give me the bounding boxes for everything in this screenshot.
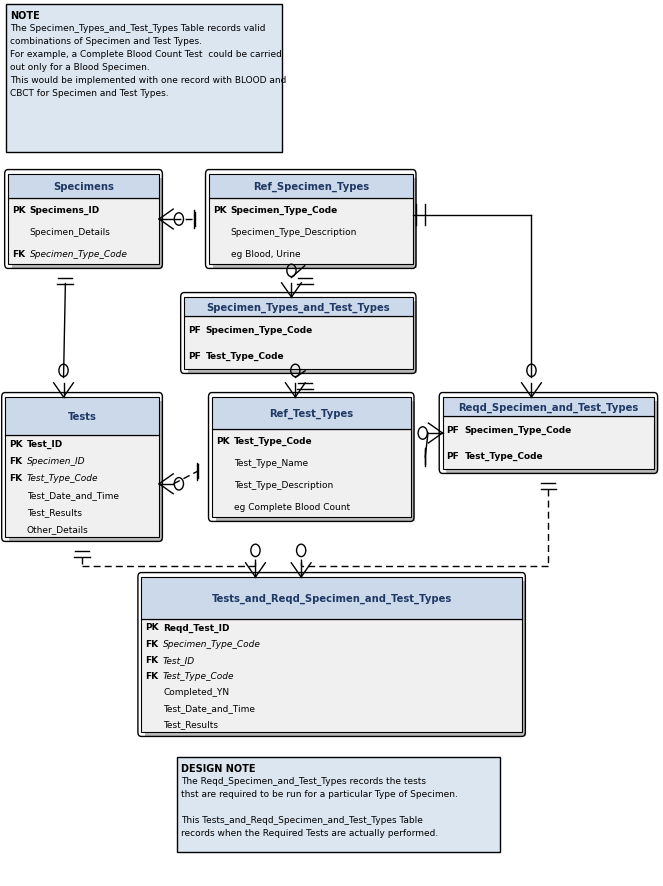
Text: Specimen_Type_Code: Specimen_Type_Code — [163, 639, 261, 648]
Text: records when the Required Tests are actually performed.: records when the Required Tests are actu… — [181, 828, 438, 837]
Text: Specimen_ID: Specimen_ID — [27, 456, 86, 465]
Bar — [5, 435, 159, 538]
Text: eg Blood, Urine: eg Blood, Urine — [231, 249, 300, 258]
Text: Specimen_Type_Code: Specimen_Type_Code — [206, 326, 313, 335]
Text: PK: PK — [12, 206, 26, 214]
Bar — [141, 619, 522, 732]
Bar — [209, 175, 412, 199]
Text: DESIGN NOTE: DESIGN NOTE — [181, 763, 255, 773]
Text: Test_Type_Code: Test_Type_Code — [464, 452, 543, 461]
Text: Test_Date_and_Time: Test_Date_and_Time — [27, 490, 119, 500]
Text: eg Complete Blood Count: eg Complete Blood Count — [233, 502, 350, 511]
Text: Other_Details: Other_Details — [27, 525, 89, 533]
Text: The Specimen_Types_and_Test_Types Table records valid: The Specimen_Types_and_Test_Types Table … — [10, 24, 265, 33]
Text: Test_Type_Name: Test_Type_Name — [233, 458, 308, 467]
FancyBboxPatch shape — [145, 581, 526, 736]
Text: Tests_and_Reqd_Specimen_and_Test_Types: Tests_and_Reqd_Specimen_and_Test_Types — [211, 593, 452, 603]
Text: thst are required to be run for a particular Type of Specimen.: thst are required to be run for a partic… — [181, 789, 458, 798]
Text: PF: PF — [188, 352, 201, 361]
Text: Specimen_Type_Code: Specimen_Type_Code — [30, 249, 128, 258]
Text: Test_ID: Test_ID — [27, 439, 63, 448]
Text: Test_ID: Test_ID — [163, 655, 195, 664]
Text: FK: FK — [12, 249, 25, 258]
Text: Test_Type_Description: Test_Type_Description — [233, 480, 333, 489]
Text: FK: FK — [145, 672, 158, 680]
Text: Test_Date_and_Time: Test_Date_and_Time — [163, 703, 255, 712]
Text: PF: PF — [446, 425, 459, 435]
Bar — [184, 317, 412, 369]
Text: Reqd_Specimen_and_Test_Types: Reqd_Specimen_and_Test_Types — [458, 402, 638, 412]
Text: This would be implemented with one record with BLOOD and: This would be implemented with one recor… — [10, 76, 286, 85]
Bar — [177, 758, 500, 852]
Bar — [209, 199, 412, 265]
FancyBboxPatch shape — [188, 301, 416, 374]
FancyBboxPatch shape — [213, 179, 416, 268]
FancyBboxPatch shape — [9, 401, 163, 541]
Text: Specimen_Details: Specimen_Details — [30, 228, 111, 237]
Text: Specimens_ID: Specimens_ID — [30, 206, 100, 214]
Text: FK: FK — [145, 639, 158, 648]
Text: Tests: Tests — [68, 411, 97, 422]
Text: Test_Type_Code: Test_Type_Code — [27, 473, 98, 482]
Text: PF: PF — [188, 326, 201, 335]
FancyBboxPatch shape — [12, 179, 163, 268]
FancyBboxPatch shape — [215, 401, 414, 522]
Text: Test_Results: Test_Results — [27, 508, 82, 517]
Text: Ref_Specimen_Types: Ref_Specimen_Types — [253, 182, 369, 192]
Text: Specimen_Types_and_Test_Types: Specimen_Types_and_Test_Types — [206, 302, 390, 313]
Text: Specimens: Specimens — [53, 182, 114, 192]
Text: CBCT for Specimen and Test Types.: CBCT for Specimen and Test Types. — [10, 89, 168, 97]
Bar — [8, 199, 159, 265]
Text: combinations of Specimen and Test Types.: combinations of Specimen and Test Types. — [10, 37, 202, 46]
Bar — [5, 398, 159, 435]
Text: PK: PK — [215, 437, 229, 446]
Bar — [211, 430, 410, 517]
Bar — [6, 5, 282, 152]
FancyBboxPatch shape — [446, 401, 658, 473]
Bar — [141, 578, 522, 619]
Text: Completed_YN: Completed_YN — [163, 688, 229, 696]
Text: This Tests_and_Reqd_Specimen_and_Test_Types Table: This Tests_and_Reqd_Specimen_and_Test_Ty… — [181, 815, 423, 824]
Text: NOTE: NOTE — [10, 11, 40, 21]
Text: For example, a Complete Blood Count Test  could be carried: For example, a Complete Blood Count Test… — [10, 50, 282, 59]
Text: PK: PK — [213, 206, 227, 214]
Text: FK: FK — [145, 655, 158, 664]
Bar — [211, 398, 410, 430]
Text: Test_Type_Code: Test_Type_Code — [206, 352, 284, 361]
Bar — [184, 298, 412, 317]
Text: PK: PK — [9, 439, 23, 448]
Text: The Reqd_Specimen_and_Test_Types records the tests: The Reqd_Specimen_and_Test_Types records… — [181, 776, 426, 785]
Bar — [442, 398, 654, 417]
Text: Ref_Test_Types: Ref_Test_Types — [269, 408, 353, 419]
Text: out only for a Blood Specimen.: out only for a Blood Specimen. — [10, 63, 150, 72]
Text: Reqd_Test_ID: Reqd_Test_ID — [163, 623, 229, 632]
Text: PF: PF — [446, 452, 459, 461]
Text: Test_Type_Code: Test_Type_Code — [163, 672, 235, 680]
Text: Specimen_Type_Code: Specimen_Type_Code — [231, 206, 338, 214]
Text: PK: PK — [145, 623, 159, 632]
Bar — [8, 175, 159, 199]
Text: Test_Results: Test_Results — [163, 719, 218, 728]
Text: Specimen_Type_Description: Specimen_Type_Description — [231, 228, 357, 237]
Bar — [442, 417, 654, 470]
Text: Specimen_Type_Code: Specimen_Type_Code — [464, 425, 572, 435]
Text: FK: FK — [9, 456, 22, 465]
Text: Test_Type_Code: Test_Type_Code — [233, 436, 312, 446]
Text: FK: FK — [9, 473, 22, 482]
